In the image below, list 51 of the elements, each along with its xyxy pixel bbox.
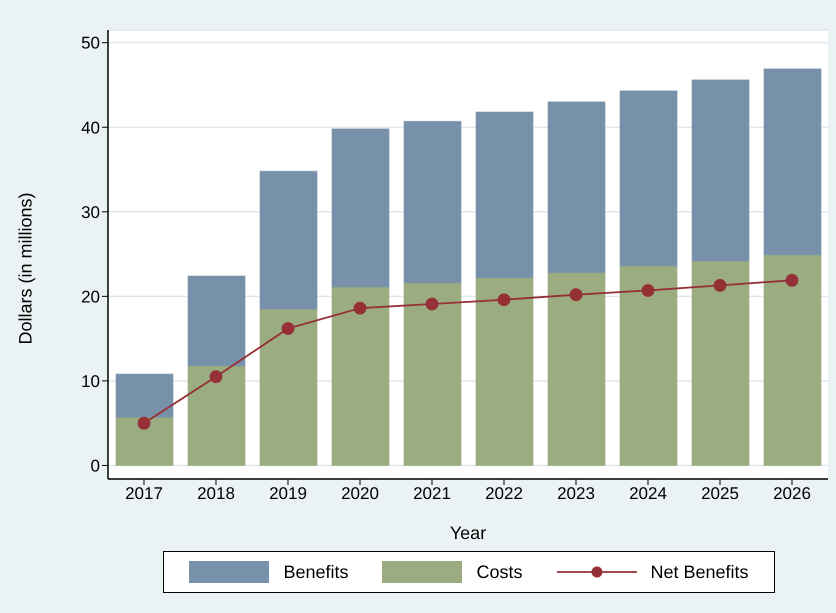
x-tick-label: 2019 bbox=[269, 484, 307, 504]
bar bbox=[188, 276, 246, 366]
point bbox=[498, 293, 510, 306]
point bbox=[138, 416, 150, 430]
point bbox=[642, 284, 654, 297]
legend-label: Benefits bbox=[283, 562, 348, 582]
bar bbox=[692, 260, 750, 466]
bar bbox=[116, 416, 174, 466]
y-tick-label: 40 bbox=[81, 118, 100, 138]
y-tick-label: 30 bbox=[81, 202, 100, 222]
bar bbox=[764, 68, 822, 256]
x-tick-label: 2023 bbox=[557, 484, 595, 504]
x-tick-label: 2025 bbox=[701, 484, 739, 504]
point bbox=[714, 278, 726, 292]
bar bbox=[260, 170, 318, 310]
x-tick-label: 2020 bbox=[341, 484, 379, 504]
bar bbox=[404, 282, 462, 466]
bar bbox=[332, 286, 390, 466]
point bbox=[282, 322, 294, 335]
legend-label: Net Benefits bbox=[650, 562, 749, 582]
point bbox=[570, 288, 582, 302]
bar bbox=[116, 374, 174, 418]
bar bbox=[260, 308, 318, 466]
y-tick-label: 50 bbox=[81, 34, 100, 53]
x-tick-label: 2026 bbox=[773, 484, 811, 504]
x-tick-label: 2017 bbox=[125, 484, 163, 504]
bar bbox=[188, 365, 246, 466]
y-tick-label: 20 bbox=[81, 287, 100, 306]
x-tick-label: 2021 bbox=[413, 484, 451, 504]
bar bbox=[620, 265, 678, 466]
y-tick-label: 10 bbox=[81, 372, 100, 391]
bar bbox=[332, 128, 390, 288]
bar bbox=[404, 120, 462, 284]
bar bbox=[620, 90, 678, 266]
point bbox=[786, 274, 798, 287]
x-tick-label: 2022 bbox=[485, 484, 523, 504]
bar bbox=[548, 272, 606, 466]
y-axis-title: Dollars (in millions) bbox=[15, 192, 36, 344]
point bbox=[354, 302, 366, 315]
point bbox=[210, 370, 222, 384]
bar bbox=[548, 101, 606, 274]
x-tick-label: 2024 bbox=[629, 484, 667, 504]
bar bbox=[476, 112, 534, 278]
x-axis-title: Year bbox=[450, 523, 486, 543]
legend-label: Costs bbox=[476, 562, 522, 582]
bar bbox=[764, 254, 822, 466]
bar bbox=[476, 277, 534, 466]
x-tick-label: 2018 bbox=[197, 484, 235, 504]
y-tick-label: 0 bbox=[90, 456, 100, 476]
bar bbox=[692, 79, 750, 262]
point bbox=[426, 298, 438, 310]
